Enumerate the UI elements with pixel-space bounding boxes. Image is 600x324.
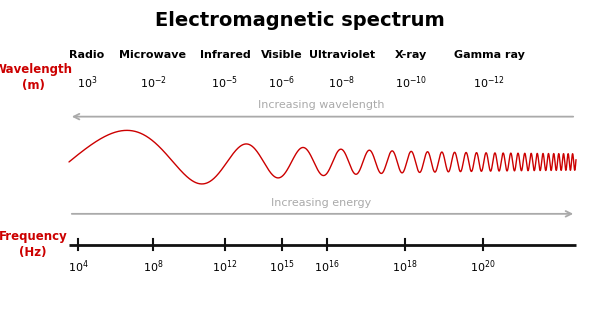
Text: $10^{-10}$: $10^{-10}$: [395, 74, 427, 91]
Text: Increasing energy: Increasing energy: [271, 198, 371, 207]
Text: $10^{3}$: $10^{3}$: [77, 74, 97, 91]
Text: Wavelength
(m): Wavelength (m): [0, 63, 73, 92]
Text: $10^{15}$: $10^{15}$: [269, 258, 295, 275]
Text: Increasing wavelength: Increasing wavelength: [258, 100, 384, 110]
Text: $10^{20}$: $10^{20}$: [470, 258, 496, 275]
Text: $10^{-6}$: $10^{-6}$: [268, 74, 296, 91]
Text: $10^{-8}$: $10^{-8}$: [328, 74, 356, 91]
Text: Infrared: Infrared: [200, 50, 250, 60]
Text: $10^{-2}$: $10^{-2}$: [140, 74, 166, 91]
Text: Microwave: Microwave: [119, 50, 187, 60]
Text: Radio: Radio: [70, 50, 104, 60]
Text: $10^{16}$: $10^{16}$: [314, 258, 340, 275]
Text: Electromagnetic spectrum: Electromagnetic spectrum: [155, 11, 445, 30]
Text: $10^{8}$: $10^{8}$: [143, 258, 163, 275]
Text: Gamma ray: Gamma ray: [454, 50, 524, 60]
Text: $10^{-12}$: $10^{-12}$: [473, 74, 505, 91]
Text: $10^{12}$: $10^{12}$: [212, 258, 238, 275]
Text: $10^{18}$: $10^{18}$: [392, 258, 418, 275]
Text: X-ray: X-ray: [395, 50, 427, 60]
Text: $10^{4}$: $10^{4}$: [68, 258, 88, 275]
Text: Visible: Visible: [261, 50, 303, 60]
Text: Frequency
(Hz): Frequency (Hz): [0, 230, 67, 259]
Text: Ultraviolet: Ultraviolet: [309, 50, 375, 60]
Text: $10^{-5}$: $10^{-5}$: [211, 74, 239, 91]
